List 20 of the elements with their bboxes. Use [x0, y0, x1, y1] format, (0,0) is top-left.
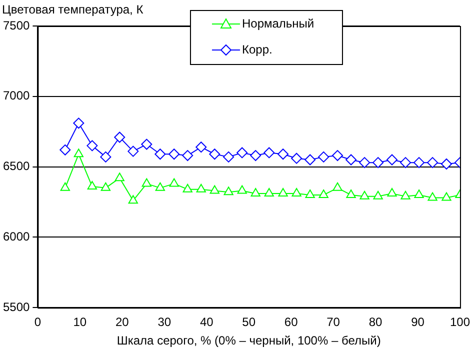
x-tick-label: 70	[326, 315, 340, 330]
x-tick-label: 10	[73, 315, 87, 330]
x-tick-label: 0	[34, 315, 42, 330]
x-tick-label: 60	[284, 315, 298, 330]
x-tick-label: 50	[242, 315, 256, 330]
y-tick-label: 6000	[2, 230, 30, 244]
legend-label: Корр.	[242, 42, 272, 56]
x-tick-label: 30	[158, 315, 172, 330]
x-tick-label: 40	[200, 315, 214, 330]
x-tick-label: 100	[450, 315, 470, 330]
x-tick-label: 20	[115, 315, 130, 330]
y-tick-label: 6500	[2, 159, 30, 174]
y-tick-label: 5500	[2, 300, 30, 314]
y-tick-label: 7000	[2, 88, 30, 103]
legend-label: Нормальный	[242, 16, 314, 30]
x-tick-label: 80	[368, 315, 383, 330]
y-tick-label: 7500	[2, 18, 30, 32]
x-tick-label: 90	[411, 315, 425, 330]
y-axis-title: Цветовая температура, К	[2, 2, 144, 16]
x-axis-title: Шкала серого, % (0% – черный, 100% – белый)	[116, 333, 381, 348]
